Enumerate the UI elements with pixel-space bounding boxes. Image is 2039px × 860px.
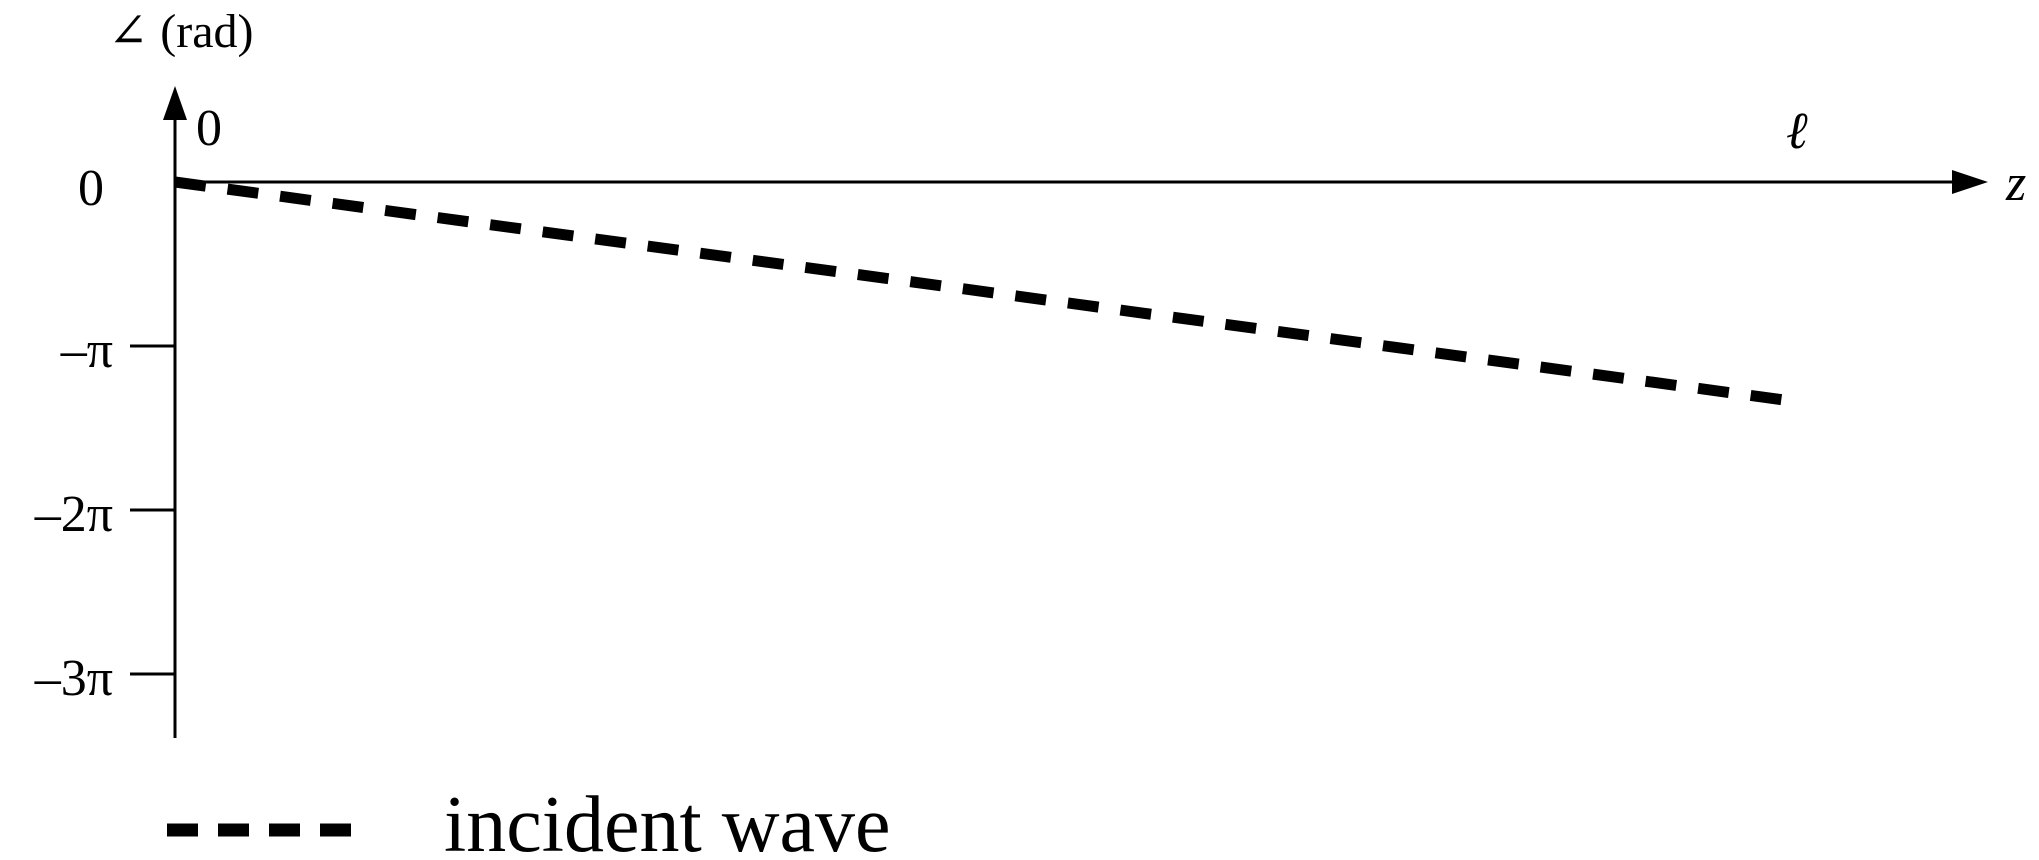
y-tick-label-minus-pi: –π (60, 322, 113, 379)
x-tick-label-0: 0 (196, 100, 222, 157)
series-layer (174, 176, 1798, 408)
y-tick-label-0: 0 (78, 160, 104, 217)
x-axis-title: z (2005, 155, 2026, 212)
y-tick-label-minus-3pi: –3π (34, 650, 113, 707)
x-tick-label-ell: ℓ (1786, 103, 1808, 160)
y-axis-arrowhead (163, 86, 187, 120)
x-axis-arrowhead (1952, 170, 1988, 194)
series-line-incident-wave (174, 176, 1798, 408)
legend-label-incident-wave: incident wave (444, 781, 890, 860)
y-axis-title: ∠ (rad) (108, 5, 253, 58)
y-tick-label-minus-2pi: –2π (34, 486, 113, 543)
